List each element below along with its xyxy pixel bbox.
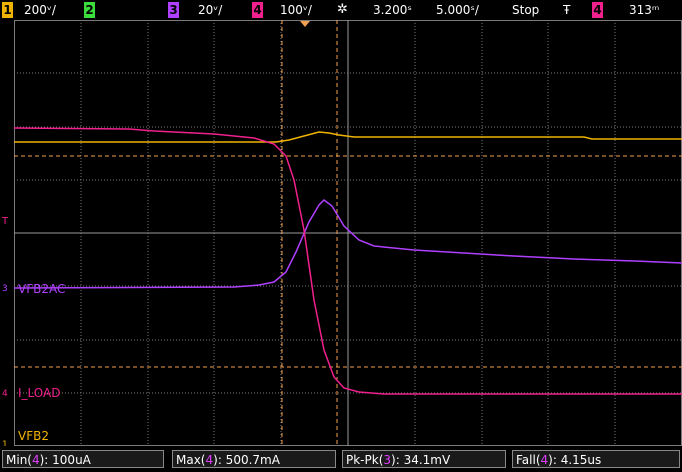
channel-2-badge[interactable]: 2: [84, 2, 95, 18]
channel-1-label: VFB2: [18, 429, 49, 443]
measurement-label: Fall(: [516, 453, 541, 467]
status-bar: 1 200ᵛ/ 2 3 20ᵛ/ 4 100ᵛ/ ✲ 3.200ˢ 5.000ˢ…: [0, 0, 682, 20]
measurement-source: 4: [31, 453, 40, 467]
measurement-fall[interactable]: Fall(4): 4.15us: [512, 450, 680, 468]
measurement-label: Max(: [176, 453, 206, 467]
trigger-position-icon[interactable]: ✲: [337, 2, 348, 17]
measurement-source: 3: [383, 453, 392, 467]
measurement-value: ): 500.7mA: [213, 453, 280, 467]
measurement-max[interactable]: Max(4): 500.7mA: [172, 450, 336, 468]
waveform-display[interactable]: T 3 VFB2AC 4 I_LOAD 1 VFB2: [2, 20, 682, 450]
trigger-level-marker[interactable]: T: [2, 216, 9, 227]
run-state[interactable]: Stop: [512, 3, 540, 17]
measurement-value: ): 4.15us: [548, 453, 602, 467]
measurement-value: ): 34.1mV: [391, 453, 451, 467]
channel-3-ground-marker[interactable]: 3: [2, 284, 8, 294]
trigger-edge-icon: Ŧ: [563, 3, 571, 17]
trigger-level[interactable]: 313ᵐ: [629, 3, 660, 17]
time-position[interactable]: 3.200ˢ: [373, 3, 412, 17]
channel-3-trace: [14, 199, 682, 289]
measurement-source: 4: [540, 453, 549, 467]
channel-3-label: VFB2AC: [18, 282, 66, 296]
channel-3-badge[interactable]: 3: [168, 2, 179, 18]
channel-1-ground-marker[interactable]: 1: [2, 440, 8, 450]
channel-3-scale[interactable]: 20ᵛ/: [198, 3, 223, 17]
measurement-pk-pk[interactable]: Pk-Pk(3): 34.1mV: [342, 450, 506, 468]
time-scale[interactable]: 5.000ˢ/: [436, 3, 479, 17]
channel-4-scale[interactable]: 100ᵛ/: [280, 3, 312, 17]
trigger-channel-badge[interactable]: 4: [592, 2, 603, 18]
channel-1-badge[interactable]: 1: [2, 2, 13, 18]
channel-4-ground-marker[interactable]: 4: [2, 389, 8, 399]
measurement-value: ): 100uA: [39, 453, 91, 467]
channel-4-label: I_LOAD: [18, 386, 61, 400]
waveform-canvas: [14, 20, 682, 446]
trigger-time-marker[interactable]: [300, 21, 310, 27]
measurement-min[interactable]: Min(4): 100uA: [2, 450, 164, 468]
channel-1-scale[interactable]: 200ᵛ/: [24, 3, 56, 17]
measurement-bar: Min(4): 100uA Max(4): 500.7mA Pk-Pk(3): …: [0, 446, 682, 472]
channel-4-trace: [14, 127, 682, 395]
graticule: [14, 20, 682, 446]
measurement-label: Pk-Pk(: [346, 453, 384, 467]
channel-4-badge[interactable]: 4: [252, 2, 263, 18]
cursors: [14, 20, 682, 446]
measurement-label: Min(: [6, 453, 32, 467]
measurement-source: 4: [205, 453, 214, 467]
channel-1-trace: [14, 131, 682, 143]
